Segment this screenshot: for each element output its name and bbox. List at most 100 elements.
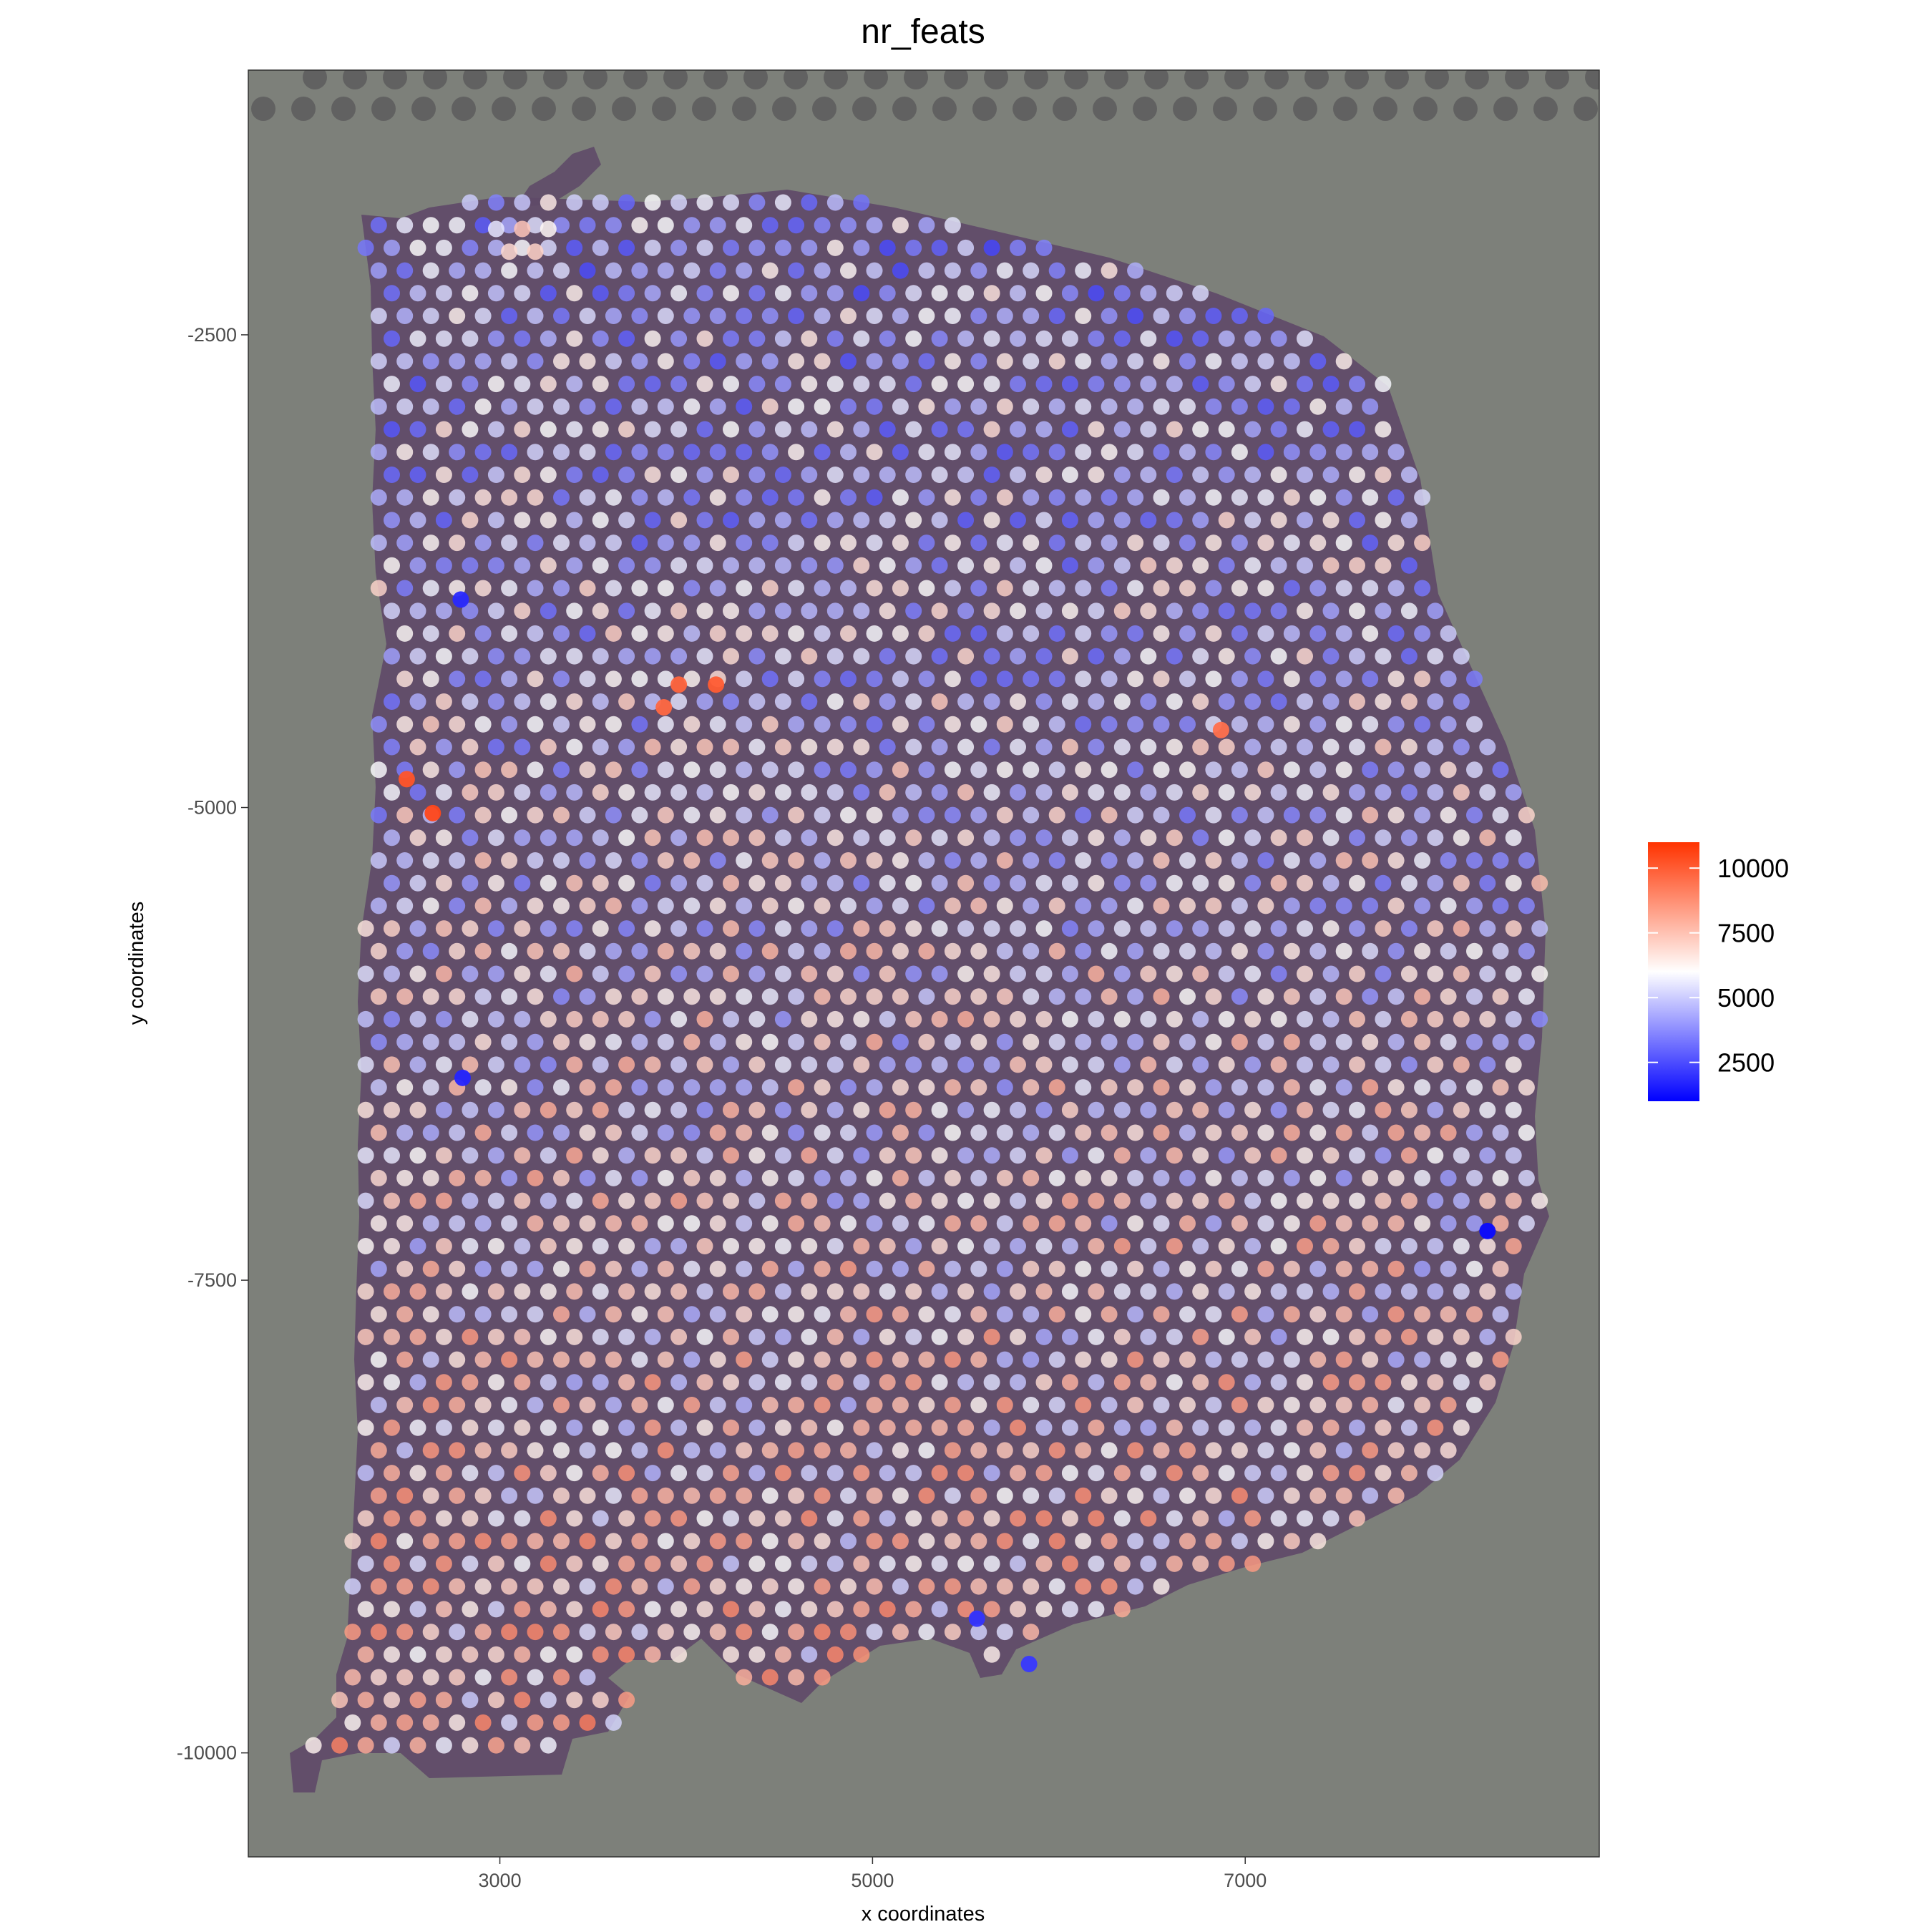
spot (384, 421, 400, 438)
spot (644, 467, 661, 483)
spot (1387, 942, 1405, 960)
spot (879, 512, 896, 529)
spot (736, 262, 753, 279)
spot (670, 557, 688, 574)
spot (918, 217, 935, 234)
spot (398, 771, 415, 788)
spot (918, 308, 935, 324)
spot (905, 829, 922, 847)
spot (1088, 1283, 1105, 1300)
spot (1244, 512, 1262, 529)
spot (1205, 806, 1222, 824)
spot (748, 1328, 766, 1345)
spot (761, 1306, 779, 1323)
spot (1440, 1169, 1457, 1186)
spot (1140, 330, 1157, 347)
spot (1387, 1124, 1405, 1141)
spot (409, 1238, 426, 1254)
spot (631, 489, 648, 506)
spot (696, 239, 713, 256)
spot (1010, 829, 1026, 847)
spot (814, 670, 831, 688)
spot (1322, 965, 1340, 982)
spot (748, 693, 766, 710)
spot (1035, 965, 1053, 982)
spot (774, 512, 791, 529)
spot (683, 580, 701, 597)
spot (879, 784, 896, 801)
tissue-fragment (515, 147, 601, 208)
spot (1205, 353, 1222, 370)
spot (462, 1056, 479, 1073)
spot (1231, 398, 1248, 415)
spot (970, 1624, 987, 1641)
spot (1400, 1283, 1418, 1300)
spot (527, 1533, 544, 1550)
spot (396, 1578, 414, 1595)
spot (1218, 1056, 1235, 1073)
fiducial-dot (411, 97, 436, 121)
spot (357, 1328, 374, 1345)
spot (931, 376, 948, 393)
spot (605, 1260, 622, 1277)
spot (527, 308, 544, 324)
spot (1427, 784, 1444, 801)
spot (931, 784, 948, 801)
spot (540, 1419, 557, 1436)
spot (449, 1487, 466, 1504)
spot (840, 761, 857, 779)
spot (879, 1147, 896, 1164)
spot (970, 1033, 987, 1050)
spot (462, 693, 479, 710)
spot (1101, 988, 1118, 1005)
spot (1257, 1442, 1274, 1459)
spot (409, 330, 426, 347)
spot (370, 806, 387, 824)
spot (1505, 920, 1522, 937)
spot (748, 557, 766, 574)
spot (970, 1578, 987, 1595)
spot (1101, 1533, 1118, 1550)
spot (1205, 489, 1222, 506)
spot (1453, 1010, 1470, 1028)
spot (1179, 1487, 1196, 1504)
spot (905, 1419, 922, 1436)
spot (814, 353, 831, 370)
spot (527, 1669, 544, 1686)
spot (1166, 1419, 1183, 1436)
spot (1075, 1351, 1092, 1368)
spot (905, 1101, 922, 1118)
spot (449, 988, 466, 1005)
spot (866, 1578, 883, 1595)
spot (931, 1419, 948, 1436)
spot (657, 1533, 674, 1550)
spot (566, 1283, 583, 1300)
spot (1270, 512, 1287, 529)
spot (683, 1487, 701, 1504)
spot (540, 829, 557, 847)
spot (931, 421, 948, 438)
spot (449, 262, 466, 279)
spot (1048, 262, 1065, 279)
spot (1283, 1260, 1300, 1277)
spot (435, 920, 452, 937)
spot (1218, 829, 1235, 847)
spot (853, 1192, 870, 1209)
spot (422, 1215, 439, 1232)
spot (918, 852, 935, 869)
spot (996, 942, 1013, 960)
spot (618, 1101, 635, 1118)
spot (1309, 1079, 1327, 1096)
fiducial-dot (824, 70, 848, 89)
spot (736, 625, 753, 642)
spot (761, 1397, 779, 1413)
spot (1088, 1010, 1105, 1028)
spot (1387, 580, 1405, 597)
spot (1479, 874, 1496, 892)
spot (527, 1079, 544, 1096)
spot (474, 217, 492, 234)
spot (435, 512, 452, 529)
spot (1153, 716, 1170, 733)
spot (774, 557, 791, 574)
spot (957, 1283, 975, 1300)
